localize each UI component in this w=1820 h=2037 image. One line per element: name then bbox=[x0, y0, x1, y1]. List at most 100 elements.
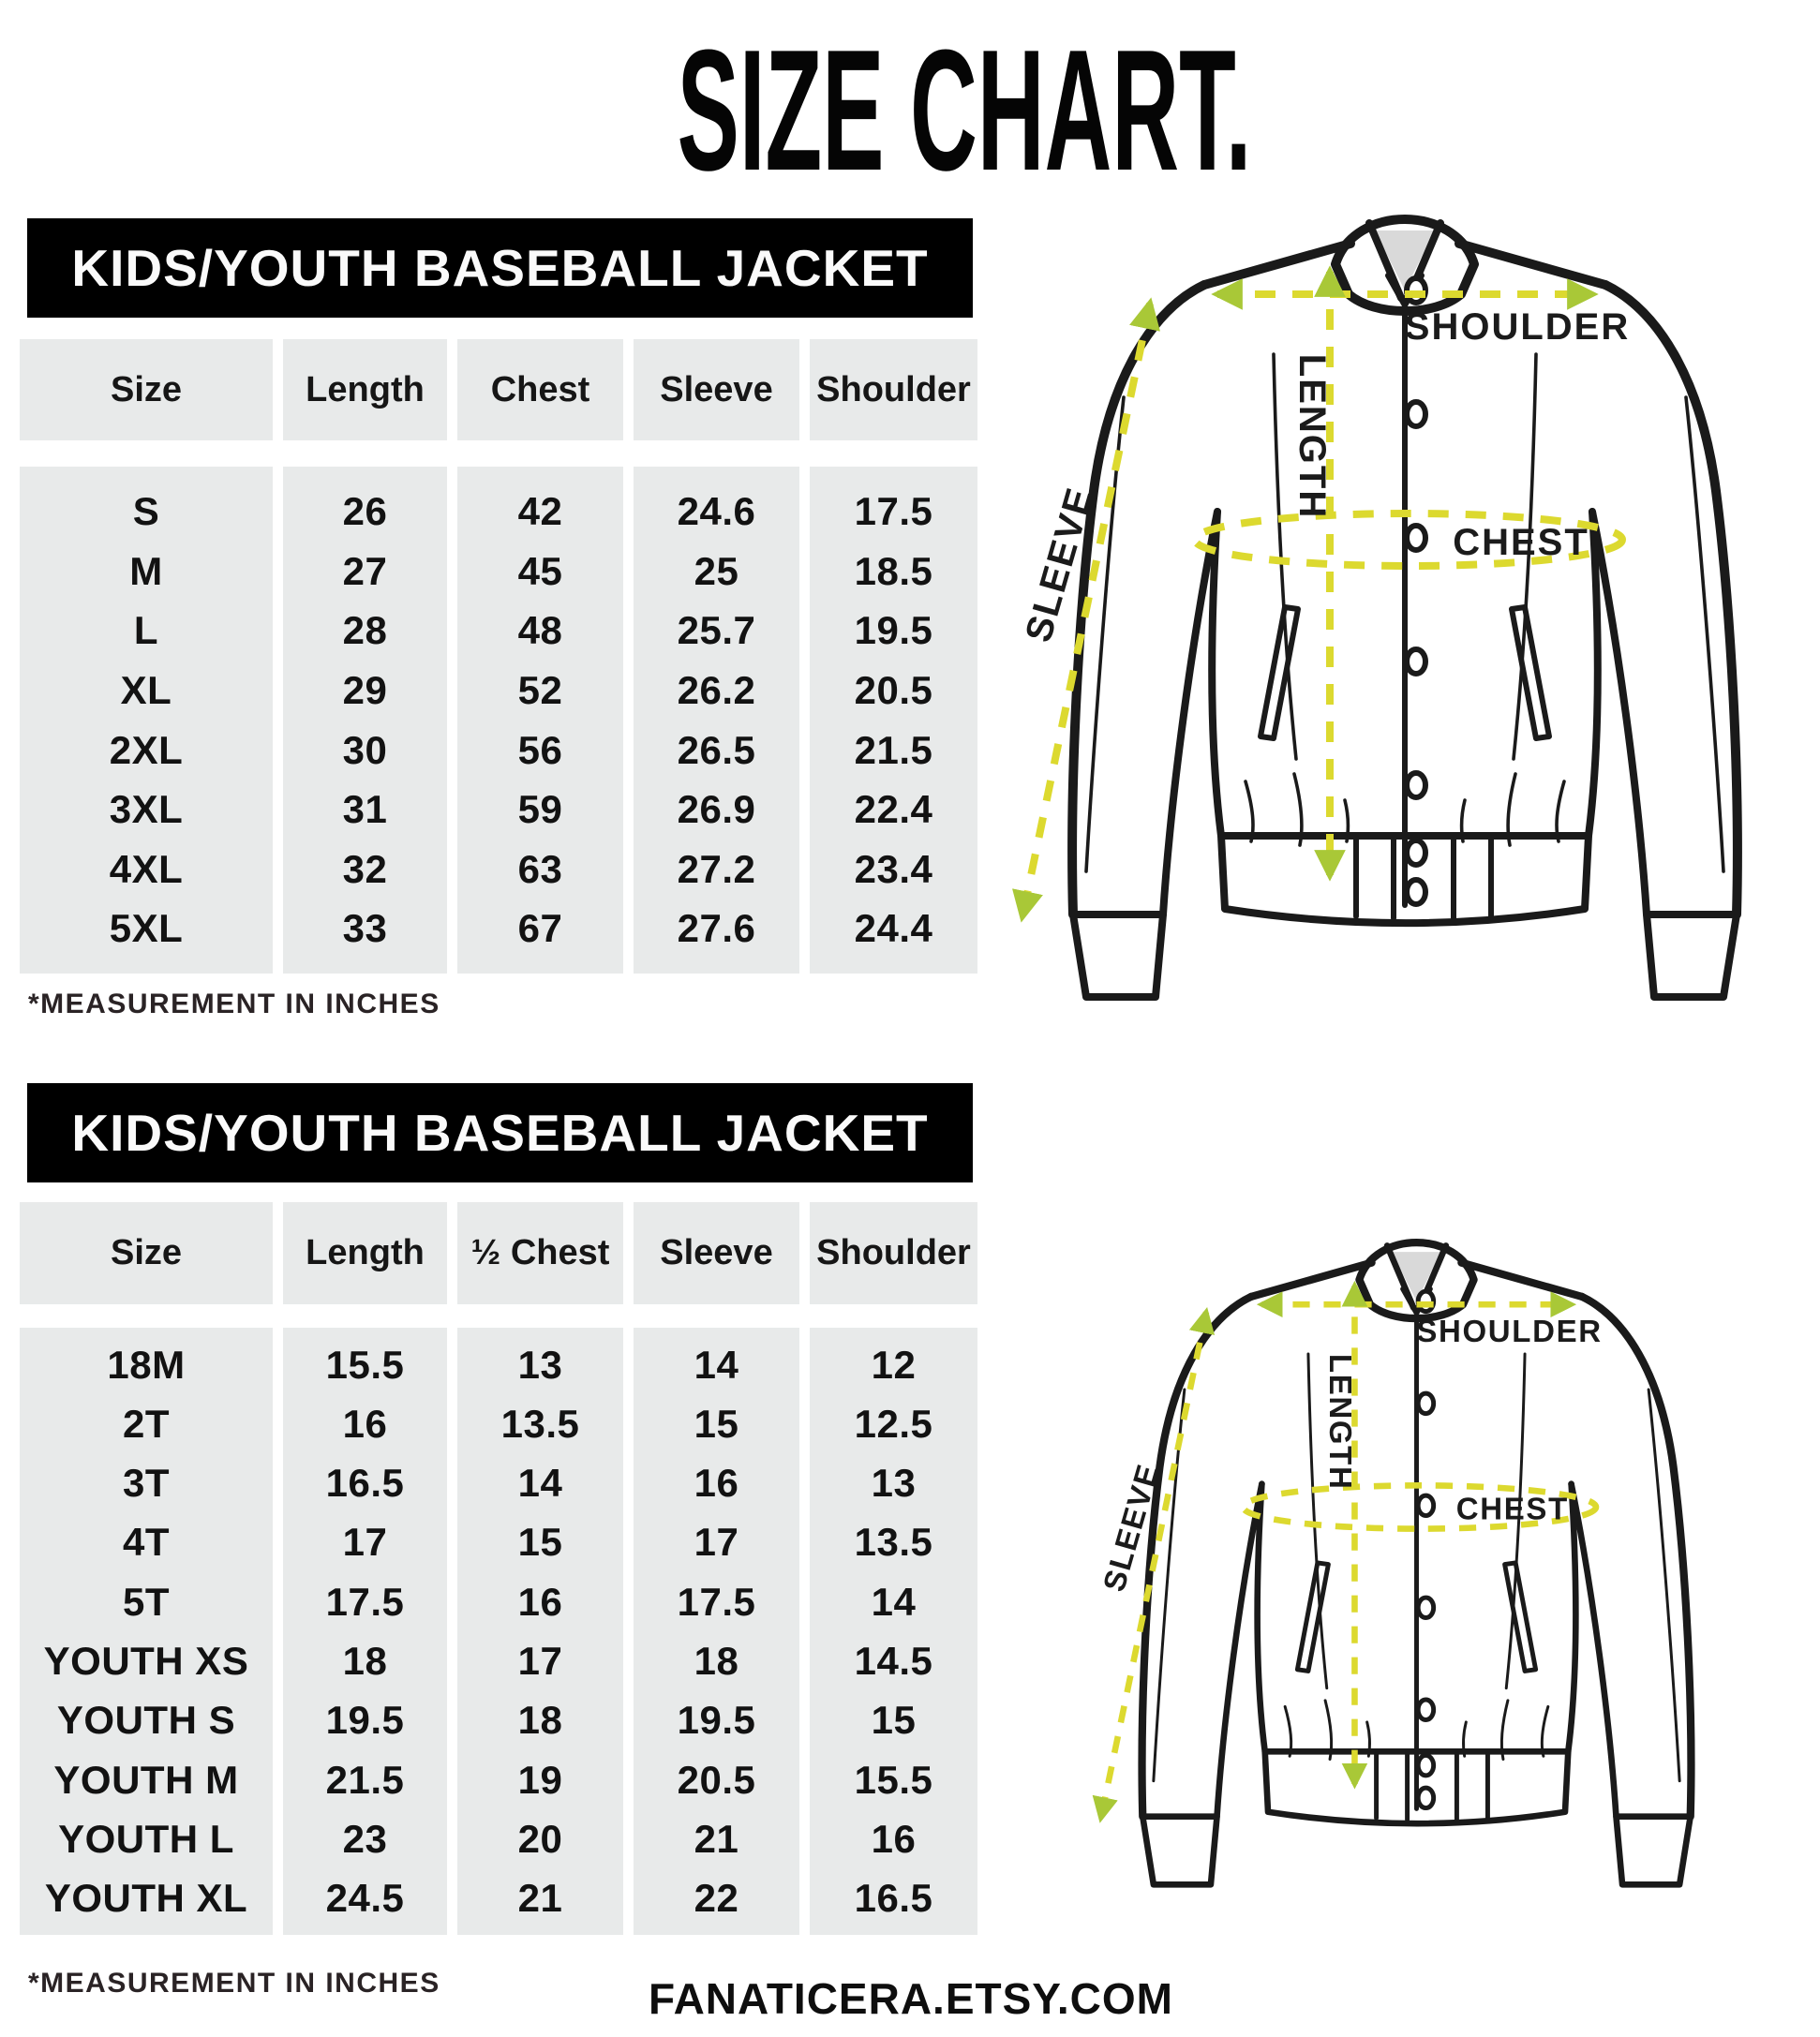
table-cell: 59 bbox=[517, 787, 563, 832]
table-cell: 30 bbox=[342, 727, 388, 772]
table-cell: 13.5 bbox=[854, 1520, 933, 1565]
table2-body: 18M 2T 3T 4T 5T YOUTH XS YOUTH S YOUTH M… bbox=[20, 1328, 977, 1935]
table-cell: 19.5 bbox=[325, 1698, 405, 1743]
table-cell: 67 bbox=[517, 906, 563, 951]
table-cell: 28 bbox=[342, 608, 388, 653]
table2-header-half-chest: ½ Chest bbox=[457, 1202, 623, 1304]
table-cell: YOUTH L bbox=[58, 1816, 234, 1861]
table-cell: 15.5 bbox=[325, 1342, 405, 1387]
table-cell: 26 bbox=[342, 489, 388, 534]
page-title: SIZE CHART. bbox=[677, 13, 1252, 206]
table-cell: 13.5 bbox=[500, 1401, 580, 1446]
table-cell: 13 bbox=[517, 1342, 563, 1387]
table2-half-chest-column: 13 13.5 14 15 16 17 18 19 20 21 bbox=[457, 1328, 623, 1935]
table2-header-size: Size bbox=[20, 1202, 273, 1304]
table-cell: 2XL bbox=[109, 727, 184, 772]
table1-length-column: 26 27 28 29 30 31 32 33 bbox=[283, 467, 447, 974]
table-cell: 18M bbox=[107, 1342, 186, 1387]
table2-length-column: 15.5 16 16.5 17 17.5 18 19.5 21.5 23 24.… bbox=[283, 1328, 447, 1935]
table-cell: 3T bbox=[122, 1461, 170, 1506]
table-cell: 25.7 bbox=[677, 608, 756, 653]
table-cell: 31 bbox=[342, 787, 388, 832]
table-cell: 17.5 bbox=[325, 1579, 405, 1624]
table-cell: 27.6 bbox=[677, 906, 756, 951]
table-cell: S bbox=[132, 489, 160, 534]
table-cell: 19.5 bbox=[854, 608, 933, 653]
table-cell: 17 bbox=[342, 1520, 388, 1565]
table-cell: 27 bbox=[342, 548, 388, 593]
table-cell: 13 bbox=[871, 1461, 917, 1506]
table-cell: 19.5 bbox=[677, 1698, 756, 1743]
table-cell: 19 bbox=[517, 1757, 563, 1802]
table-cell: 16 bbox=[342, 1401, 388, 1446]
table-cell: 5T bbox=[122, 1579, 170, 1624]
table-cell: 17.5 bbox=[677, 1579, 756, 1624]
table1-body: S M L XL 2XL 3XL 4XL 5XL 26 27 28 29 30 … bbox=[20, 467, 977, 974]
table-cell: 14 bbox=[517, 1461, 563, 1506]
table1-header-size: Size bbox=[20, 339, 273, 440]
table1-banner-title: KIDS/YOUTH BASEBALL JACKET bbox=[71, 239, 929, 297]
table-cell: 27.2 bbox=[677, 846, 756, 891]
table-cell: 21.5 bbox=[854, 727, 933, 772]
table1-header-shoulder: Shoulder bbox=[810, 339, 977, 440]
table-cell: 5XL bbox=[109, 906, 184, 951]
table-cell: 18 bbox=[517, 1698, 563, 1743]
table-cell: 3XL bbox=[109, 787, 184, 832]
table-cell: 17 bbox=[517, 1639, 563, 1683]
table-cell: 15.5 bbox=[854, 1757, 933, 1802]
table-cell: 14 bbox=[694, 1342, 739, 1387]
table-cell: 22.4 bbox=[854, 787, 933, 832]
table-cell: 17.5 bbox=[854, 489, 933, 534]
table1-size-column: S M L XL 2XL 3XL 4XL 5XL bbox=[20, 467, 273, 974]
table-cell: 14.5 bbox=[854, 1639, 933, 1683]
table-cell: 14 bbox=[871, 1579, 917, 1624]
table-cell: 18 bbox=[694, 1639, 739, 1683]
table-cell: YOUTH XL bbox=[44, 1876, 248, 1921]
table1-measurement-note: *MEASUREMENT IN INCHES bbox=[28, 989, 440, 1019]
table2-header-sleeve: Sleeve bbox=[634, 1202, 799, 1304]
table-cell: 18 bbox=[342, 1639, 388, 1683]
table-cell: 48 bbox=[517, 608, 563, 653]
table-cell: 20.5 bbox=[854, 667, 933, 712]
table2-header-shoulder: Shoulder bbox=[810, 1202, 977, 1304]
table-cell: 4XL bbox=[109, 846, 184, 891]
table-cell: YOUTH S bbox=[56, 1698, 236, 1743]
jacket-diagram-adult: SHOULDER LENGTH CHEST SLEEVE bbox=[989, 182, 1820, 1010]
table-cell: 56 bbox=[517, 727, 563, 772]
table2-measurement-note: *MEASUREMENT IN INCHES bbox=[28, 1968, 440, 1999]
table-cell: L bbox=[133, 608, 159, 653]
table-cell: YOUTH M bbox=[53, 1757, 239, 1802]
table-cell: 22 bbox=[694, 1876, 739, 1921]
table-cell: 63 bbox=[517, 846, 563, 891]
table2-header-row: Size Length ½ Chest Sleeve Shoulder bbox=[20, 1202, 977, 1304]
table-cell: M bbox=[129, 548, 163, 593]
table1-header-sleeve: Sleeve bbox=[634, 339, 799, 440]
table-cell: 15 bbox=[871, 1698, 917, 1743]
table-cell: YOUTH XS bbox=[43, 1639, 249, 1683]
table-cell: 24.4 bbox=[854, 906, 933, 951]
table-cell: 2T bbox=[122, 1401, 170, 1446]
table-cell: 29 bbox=[342, 667, 388, 712]
table-cell: 23 bbox=[342, 1816, 388, 1861]
table1-header-row: Size Length Chest Sleeve Shoulder bbox=[20, 339, 977, 440]
table-cell: 4T bbox=[122, 1520, 170, 1565]
table1-header-chest: Chest bbox=[457, 339, 623, 440]
table-cell: 16 bbox=[694, 1461, 739, 1506]
table-cell: 32 bbox=[342, 846, 388, 891]
table-cell: 12.5 bbox=[854, 1401, 933, 1446]
table-cell: 21 bbox=[517, 1876, 563, 1921]
table2-header-length: Length bbox=[283, 1202, 447, 1304]
table-cell: 23.4 bbox=[854, 846, 933, 891]
table1-banner: KIDS/YOUTH BASEBALL JACKET bbox=[27, 218, 973, 318]
table-cell: 26.9 bbox=[677, 787, 756, 832]
table-cell: 21 bbox=[694, 1816, 739, 1861]
table-cell: 24.5 bbox=[325, 1876, 405, 1921]
table2-shoulder-column: 12 12.5 13 13.5 14 14.5 15 15.5 16 16.5 bbox=[810, 1328, 977, 1935]
table-cell: 16.5 bbox=[325, 1461, 405, 1506]
table-cell: 26.2 bbox=[677, 667, 756, 712]
table2-size-column: 18M 2T 3T 4T 5T YOUTH XS YOUTH S YOUTH M… bbox=[20, 1328, 273, 1935]
table1-header-length: Length bbox=[283, 339, 447, 440]
table-cell: 33 bbox=[342, 906, 388, 951]
table-cell: 20.5 bbox=[677, 1757, 756, 1802]
